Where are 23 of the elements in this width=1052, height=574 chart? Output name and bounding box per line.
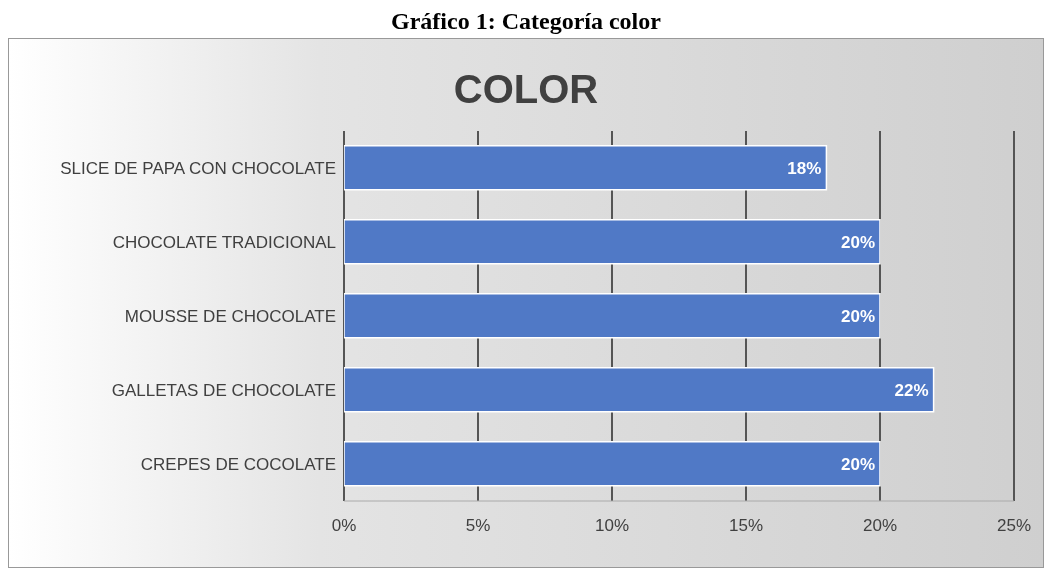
bar: [344, 293, 881, 339]
y-tick-label: MOUSSE DE CHOCOLATE: [124, 307, 336, 327]
x-tick-label: 20%: [862, 516, 898, 536]
y-tick-label: GALLETAS DE CHOCOLATE: [111, 381, 336, 401]
data-label: 22%: [894, 380, 929, 400]
x-tick-label: 5%: [465, 516, 491, 536]
bar: [344, 367, 935, 413]
y-tick-label: CREPES DE COCOLATE: [140, 455, 336, 475]
y-tick-label: SLICE DE PAPA CON CHOCOLATE: [60, 159, 336, 179]
data-label: 20%: [840, 232, 875, 252]
bar: [344, 219, 881, 265]
data-label: 20%: [840, 306, 875, 326]
chart-title: Gráfico 1: Categoría color: [390, 8, 662, 36]
data-label: 20%: [840, 454, 875, 474]
data-label: 18%: [787, 158, 822, 178]
bar: [344, 441, 881, 487]
x-tick-label: 0%: [331, 516, 357, 536]
x-tick-label: 10%: [594, 516, 630, 536]
x-tick-label: 15%: [728, 516, 764, 536]
y-tick-label: CHOCOLATE TRADICIONAL: [112, 233, 336, 253]
bar: [344, 145, 828, 191]
x-tick-label: 25%: [996, 516, 1032, 536]
chart-subtitle: COLOR: [452, 66, 600, 113]
